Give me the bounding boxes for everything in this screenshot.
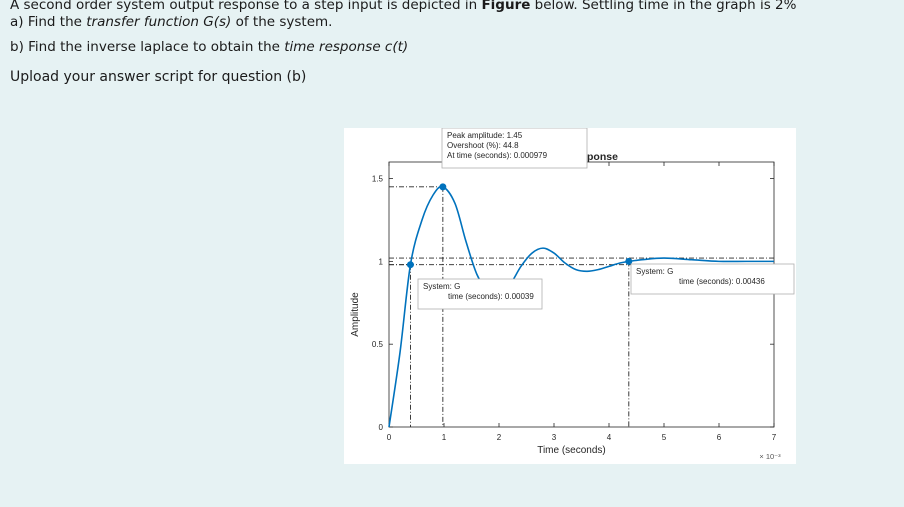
q1-text-a: A second order system output response to… [10, 0, 482, 13]
question-line-3: b) Find the inverse laplace to obtain th… [10, 39, 408, 55]
peak-datatip-line: Overshoot (%): 44.8 [447, 141, 519, 150]
x-axis-label: Time (seconds) [537, 445, 606, 456]
question-line-1: A second order system output response to… [10, 0, 796, 13]
q2-text-c: of the system. [231, 14, 333, 30]
rise-datatip-line: time (seconds): 0.00039 [448, 292, 534, 301]
y-tick-label: 1.5 [372, 175, 384, 184]
question-line-2: a) Find the transfer function G(s) of th… [10, 14, 332, 30]
y-tick-label: 0 [379, 423, 384, 432]
x-exponent-label: × 10⁻³ [759, 452, 781, 461]
q1-figure-word: Figure [481, 0, 531, 13]
x-tick-label: 6 [717, 433, 722, 442]
rise-datatip-line: System: G [423, 282, 460, 291]
y-axis-label: Amplitude [350, 292, 361, 337]
q3-text-a: b) Find the inverse laplace to obtain th… [10, 39, 285, 55]
rise-datatip [417, 278, 543, 310]
q3-time-response: time response c(t) [284, 39, 409, 55]
peak-marker [439, 183, 447, 191]
x-tick-label: 7 [772, 433, 777, 442]
x-tick-label: 4 [607, 433, 612, 442]
y-tick-label: 1 [379, 257, 384, 266]
q2-transfer-function: transfer function G(s) [86, 14, 232, 30]
peak-datatip-line: Peak amplitude: 1.45 [447, 131, 523, 140]
peak-datatip [441, 128, 588, 169]
settling-marker [625, 257, 633, 265]
q1-text-c: below. Settling time in the graph is 2% [530, 0, 797, 13]
settling-datatip-line: System: G [636, 267, 673, 276]
upload-instruction: Upload your answer script for question (… [10, 69, 307, 85]
peak-datatip-line: At time (seconds): 0.000979 [447, 151, 548, 160]
q2-text-a: a) Find the [10, 14, 87, 30]
chart-title: ponse [587, 151, 618, 163]
x-tick-label: 3 [552, 433, 557, 442]
settling-datatip [630, 263, 795, 295]
rise-marker [406, 261, 414, 269]
x-tick-label: 2 [497, 433, 502, 442]
step-response-figure: 0 1 2 3 4 5 6 7 0 0.5 1 1.5 Time (seconds) Amplitude ×… [344, 128, 796, 464]
settling-datatip-line: time (seconds): 0.00436 [679, 277, 765, 286]
x-tick-label: 5 [662, 433, 667, 442]
x-tick-label: 0 [387, 433, 392, 442]
y-tick-label: 0.5 [372, 340, 384, 349]
step-response-chart: 0 1 2 3 4 5 6 7 0 0.5 1 1.5 Time (seconds) Amplitude ×… [350, 128, 795, 461]
x-tick-label: 1 [442, 433, 447, 442]
step-response-line [388, 185, 774, 428]
